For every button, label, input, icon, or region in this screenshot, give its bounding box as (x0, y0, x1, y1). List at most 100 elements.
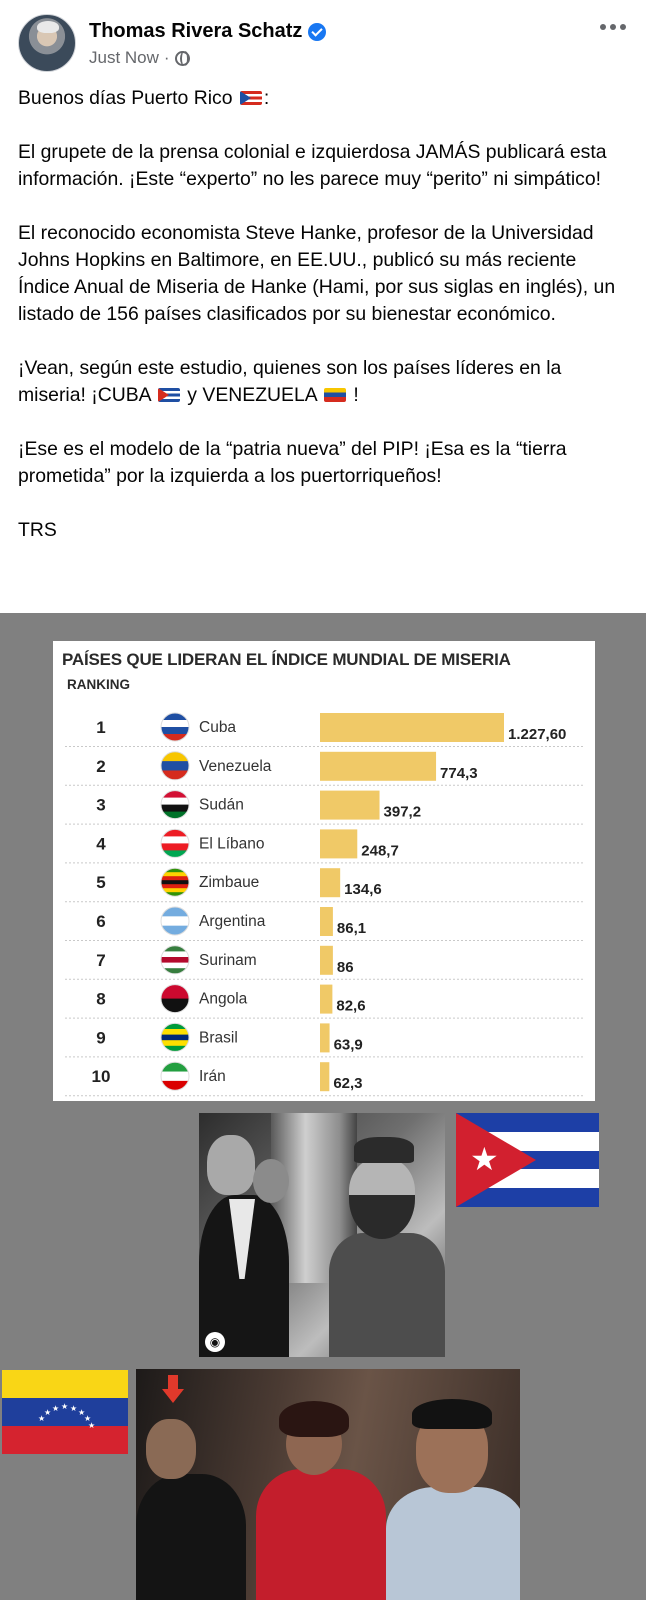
author-name-row[interactable]: Thomas Rivera Schatz (89, 20, 327, 43)
flag-stripe (161, 836, 189, 844)
lebanon-flag-icon (160, 828, 190, 858)
paragraph-text: ¡Vean, según este estudio, quienes son l… (18, 357, 567, 406)
country-label: Sudán (199, 797, 244, 814)
flag-stripe (161, 790, 189, 799)
flag-stripe (161, 892, 189, 897)
rank-number: 2 (96, 757, 105, 776)
rank-number: 9 (96, 1028, 105, 1047)
angola-flag-icon (160, 984, 190, 1014)
flag-stripe (161, 720, 189, 728)
country-label: Brasil (199, 1029, 238, 1046)
rank-number: 3 (96, 796, 105, 815)
post-timestamp[interactable]: Just Now (89, 48, 159, 67)
post-paragraph: El reconocido economista Steve Hanke, pr… (18, 222, 621, 325)
country-label: Venezuela (199, 758, 272, 775)
cuba-flag-icon (160, 712, 190, 742)
post-signature: TRS (18, 519, 57, 541)
value-label: 62,3 (333, 1075, 362, 1092)
value-label: 248,7 (361, 842, 399, 859)
meeting-photo (136, 1369, 520, 1600)
flag-stripe (161, 888, 189, 893)
cuba-flag-image: ★ (456, 1113, 599, 1207)
flag-stripe (161, 945, 189, 952)
globe-icon[interactable] (174, 50, 190, 66)
country-label: El Líbano (199, 835, 265, 852)
bar (320, 1023, 330, 1053)
flag-stripe (161, 868, 189, 873)
flag-stripe (161, 1080, 189, 1091)
flag-stripe (161, 829, 189, 837)
flag-stripe (161, 957, 189, 964)
value-label: 63,9 (334, 1036, 363, 1053)
flag-stripe (161, 1045, 189, 1052)
post-paragraph: Buenos días Puerto Rico : (18, 85, 628, 112)
rank-number: 4 (96, 834, 106, 853)
value-label: 397,2 (384, 804, 422, 821)
flag-stripe (161, 843, 189, 851)
flag-stripe (161, 968, 189, 974)
post-image-collage[interactable]: PAÍSES QUE LIDERAN EL ÍNDICE MUNDIAL DE … (0, 613, 646, 1600)
sudan-flag-icon (160, 790, 190, 820)
flag-stripe (161, 907, 189, 917)
flag-stripe (161, 884, 189, 889)
bar (320, 790, 380, 820)
country-label: Argentina (199, 913, 266, 930)
greeting-text: Buenos días Puerto Rico (18, 87, 238, 109)
flag-stripe (161, 916, 189, 927)
flag-stripe (161, 951, 189, 958)
misery-index-chart: PAÍSES QUE LIDERAN EL ÍNDICE MUNDIAL DE … (53, 641, 595, 1101)
flag-stripe (161, 1062, 189, 1073)
value-label: 134,6 (344, 881, 382, 898)
flag-stripe (161, 1071, 189, 1082)
flag-stripe (161, 962, 189, 969)
rank-number: 5 (96, 873, 105, 892)
camera-icon: ◉ (205, 1332, 225, 1352)
post-paragraph: ¡Ese es el modelo de la “patria nueva” d… (18, 438, 572, 487)
paragraph-text: y VENEZUELA (181, 384, 323, 406)
flag-stripe (161, 850, 189, 858)
post-body: Buenos días Puerto Rico : El grupete de … (18, 85, 628, 571)
rank-number: 8 (96, 990, 105, 1009)
suriname-flag-icon (160, 945, 190, 975)
historic-photo: ◉ (199, 1113, 445, 1357)
iran-flag-icon (160, 1061, 190, 1091)
chart-title: PAÍSES QUE LIDERAN EL ÍNDICE MUNDIAL DE … (62, 650, 511, 669)
flag-stripe (161, 872, 189, 877)
post-paragraph: El grupete de la prensa colonial e izqui… (18, 141, 612, 190)
value-label: 774,3 (440, 765, 478, 782)
post-paragraph: ¡Vean, según este estudio, quienes son l… (18, 355, 628, 409)
star-icon: ★ (470, 1140, 499, 1178)
more-options-icon[interactable] (600, 24, 626, 30)
country-label: Irán (199, 1068, 226, 1085)
value-label: 86 (337, 959, 354, 976)
flag-stripe (161, 1040, 189, 1047)
bar (320, 1062, 330, 1092)
flag-stripe (161, 713, 189, 721)
post-header: Thomas Rivera Schatz Just Now · (0, 0, 646, 80)
down-arrow-icon (162, 1375, 184, 1405)
flag-stripe (161, 734, 189, 741)
country-label: Surinam (199, 952, 257, 969)
country-label: Cuba (199, 719, 236, 736)
bar (320, 868, 341, 898)
flag-stripe (161, 751, 189, 762)
flag-stripe (161, 1034, 189, 1041)
bar (320, 945, 333, 975)
value-label: 1.227,60 (508, 726, 566, 743)
author-avatar[interactable] (18, 14, 76, 72)
chart-plot: 1 Cuba 1.227,60 2 Venezuela 774,3 3 Sudán 397,2 4… (65, 712, 585, 1097)
author-name[interactable]: Thomas Rivera Schatz (89, 20, 303, 42)
meta-separator: · (163, 48, 170, 67)
bar (320, 751, 437, 781)
flag-stripe (161, 727, 189, 735)
bar (320, 907, 333, 936)
flag-stripe (161, 1029, 189, 1036)
flag-stripe (161, 984, 189, 1000)
country-label: Zimbaue (199, 874, 259, 891)
cuba-flag-icon (157, 388, 180, 402)
flag-stripe (161, 797, 189, 806)
ranking-header: RANKING (67, 677, 130, 692)
country-label: Angola (199, 991, 248, 1008)
flag-stripe (161, 761, 189, 771)
greeting-colon: : (263, 87, 270, 109)
